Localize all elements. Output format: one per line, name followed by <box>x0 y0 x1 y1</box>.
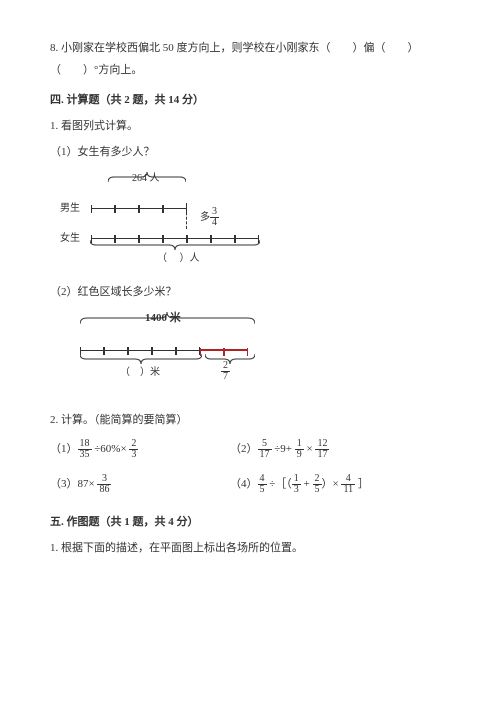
label-blank-people: （ ）人 <box>157 249 200 264</box>
q4-1-2: （2）红色区域长多少米？ <box>50 283 450 299</box>
dash-line-icon <box>186 203 188 229</box>
q8-line-a: 8. 小刚家在学校西偏北 50 度方向上，则学校在小刚家东（ ）偏（ ） <box>50 40 450 58</box>
q5-1: 1. 根据下面的描述，在平面图上标出各场所的位置。 <box>50 539 450 555</box>
brace-top2-icon <box>80 311 255 328</box>
calc-3: （3）87× 386 <box>50 474 230 495</box>
q4-1-1: （1）女生有多少人？ <box>50 143 450 159</box>
page: 8. 小刚家在学校西偏北 50 度方向上，则学校在小刚家东（ ）偏（ ） （ ）… <box>0 0 500 585</box>
brace-b2-icon <box>205 353 255 368</box>
diagram-boy-girl: 264 人 男生 多34 女生 （ ）人 <box>60 171 280 261</box>
calc-2: （2）517 ÷9+ 19 × 1217 <box>230 439 329 460</box>
label-blank-meters: （ ）米 <box>120 363 160 378</box>
label-boy: 男生 <box>60 199 88 214</box>
more-fraction: 多34 <box>200 207 219 228</box>
section4-header: 四. 计算题（共 2 题，共 14 分） <box>50 91 450 107</box>
more-label: 多 <box>200 212 210 223</box>
section5-header: 五. 作图题（共 1 题，共 4 分） <box>50 513 450 529</box>
q4-1: 1. 看图列式计算。 <box>50 117 450 133</box>
calc-1: （1）1835 ÷60%× 23 <box>50 439 230 460</box>
calc-block: （1）1835 ÷60%× 23 （2）517 ÷9+ 19 × 1217 （3… <box>50 439 450 495</box>
fraction-2-7: 27 <box>221 361 230 382</box>
label-girl: 女生 <box>60 229 88 244</box>
diagram-red-region: 1400 米 （ ）米 27 <box>60 311 280 391</box>
q8-line-b: （ ）°方向上。 <box>50 62 450 80</box>
q4-2: 2. 计算。（能简算的要简算） <box>50 411 450 427</box>
row-boy: 男生 <box>60 199 187 214</box>
boy-segments <box>91 201 187 213</box>
calc-4: （4）45 ÷［（13 + 25）× 411 ］ <box>230 474 369 495</box>
brace-top-icon <box>108 171 186 183</box>
